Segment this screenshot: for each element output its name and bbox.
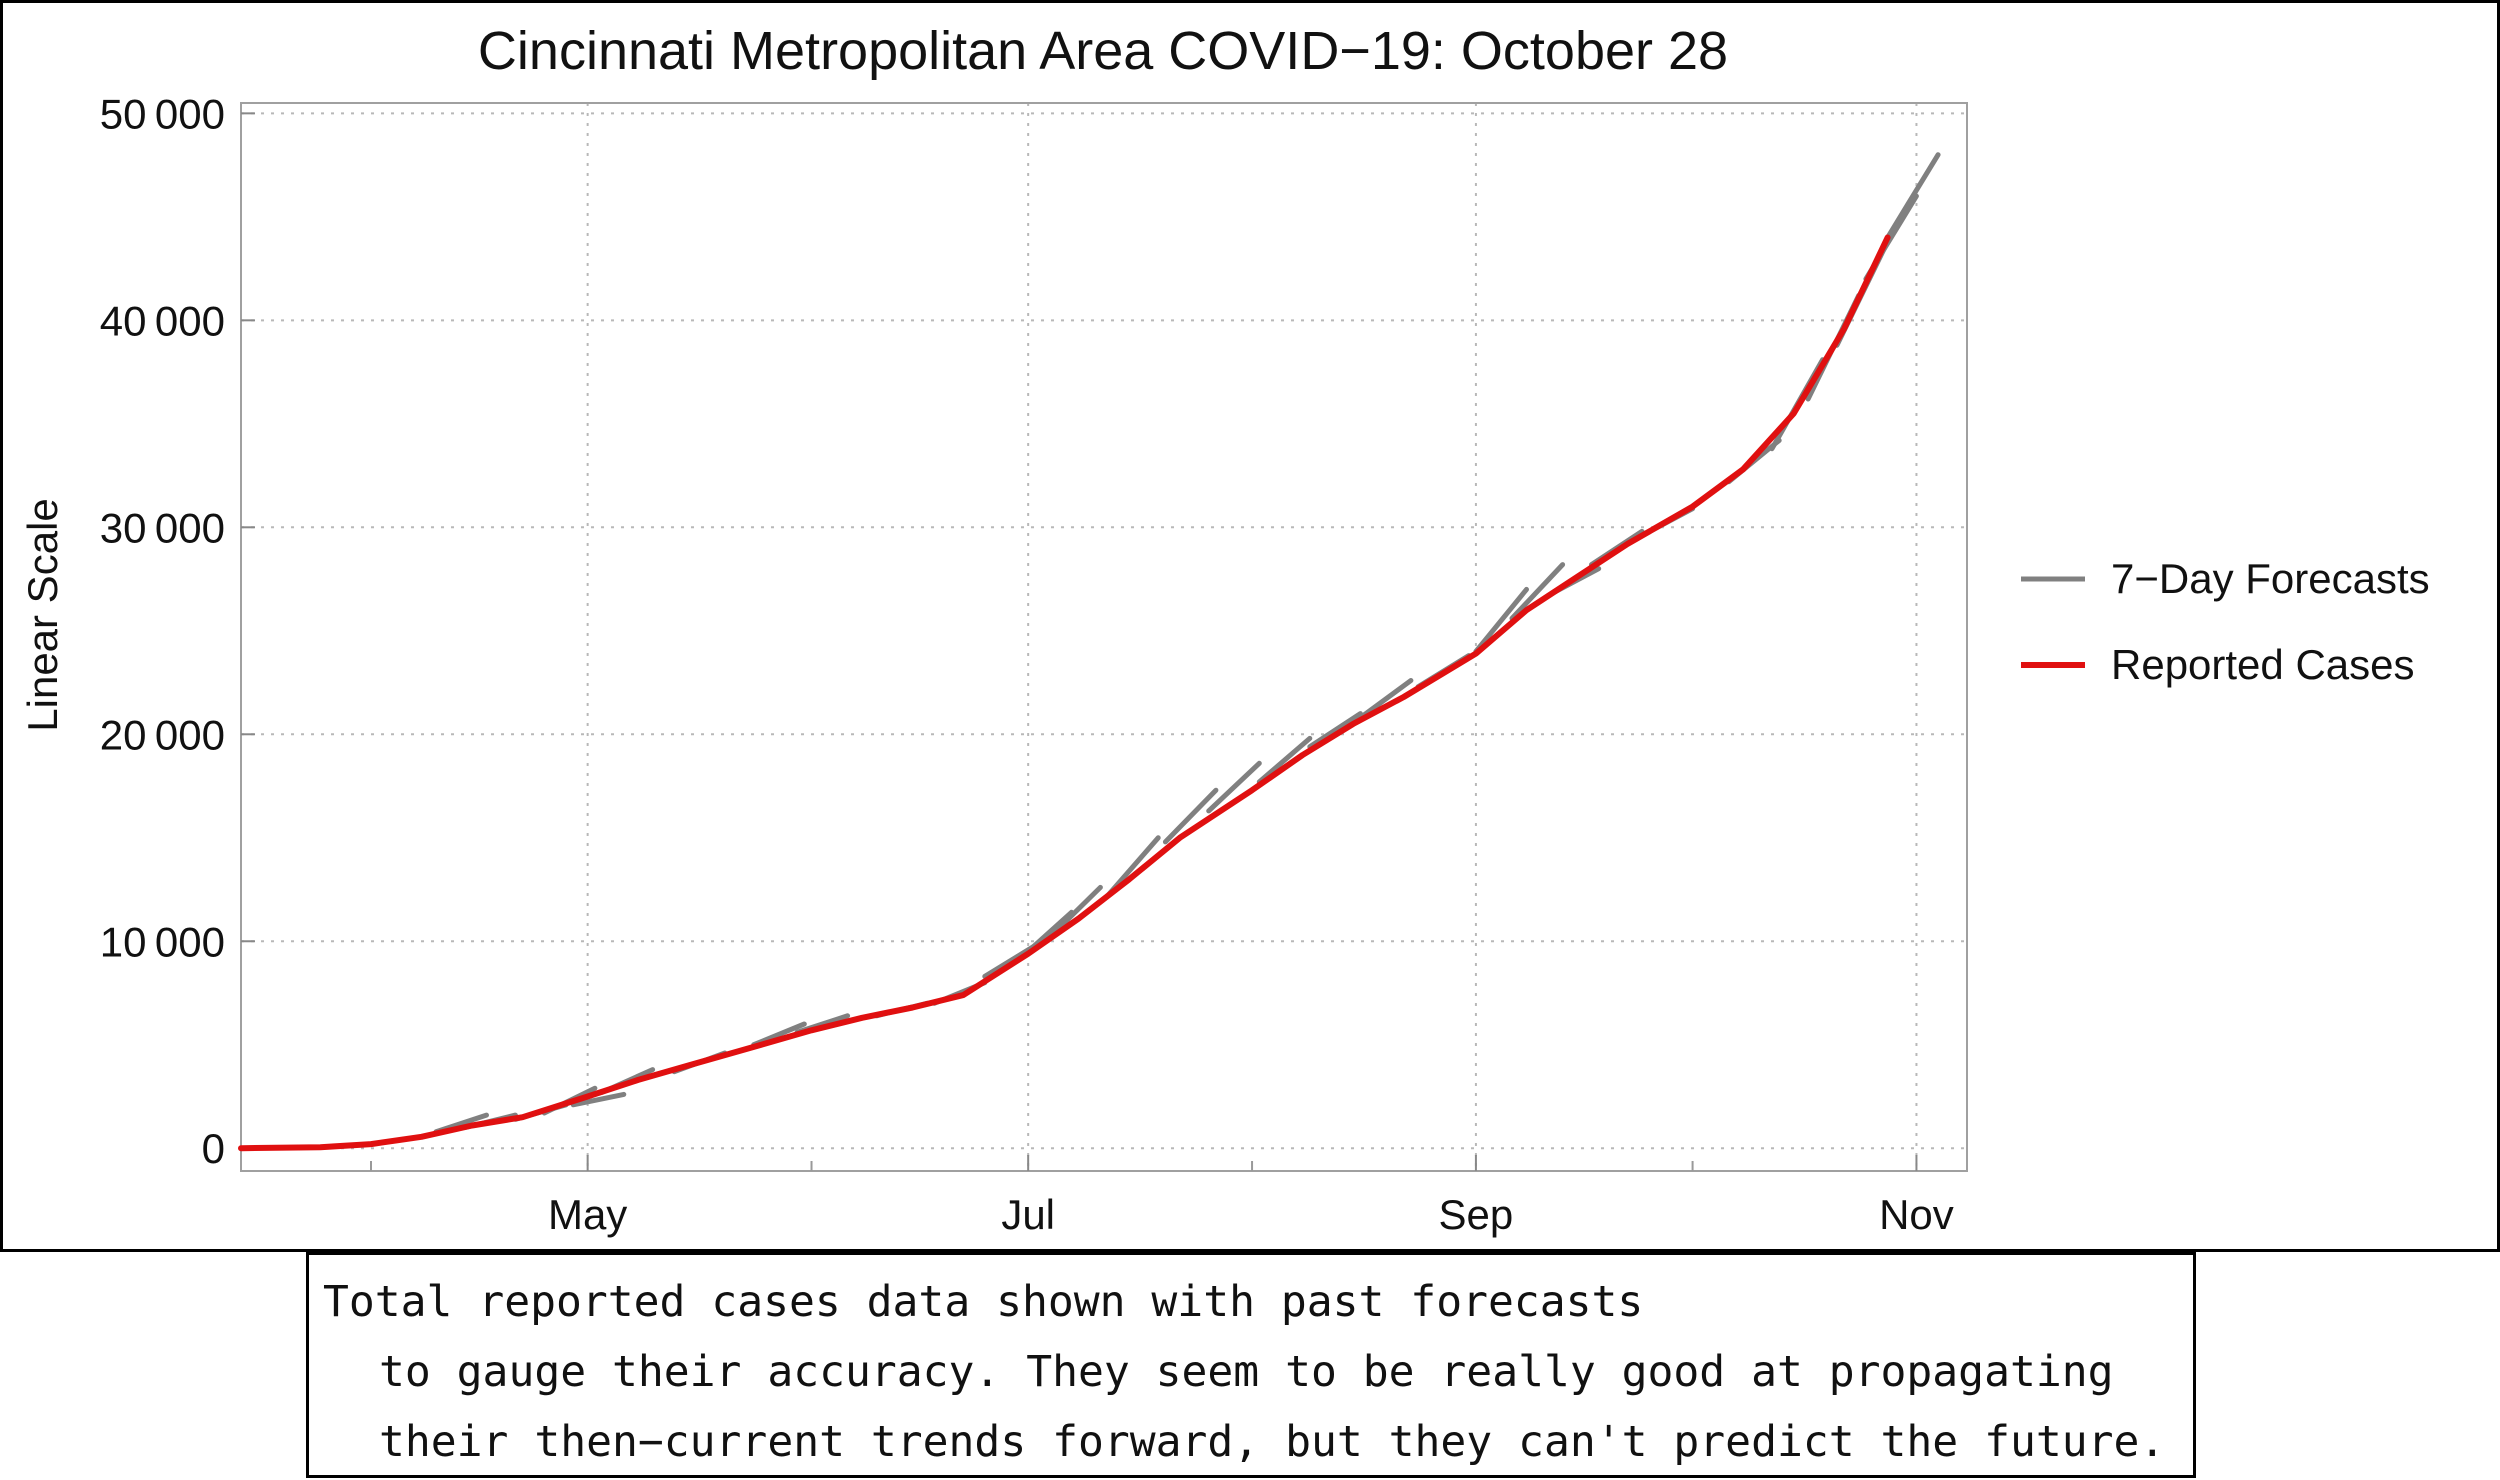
forecast-segment xyxy=(1885,152,1941,240)
legend: 7−Day Forecasts Reported Cases xyxy=(2021,555,2430,688)
forecast-segment xyxy=(1047,884,1103,940)
grid xyxy=(241,103,1967,1171)
forecast-segment xyxy=(1162,787,1219,845)
y-tick-label: 40 000 xyxy=(100,297,225,344)
reported-series xyxy=(238,234,1891,1152)
y-axis-label: Linear Scale xyxy=(19,498,66,731)
y-tick-label: 0 xyxy=(202,1125,225,1172)
x-tick-label: Nov xyxy=(1879,1191,1954,1238)
y-tick-label: 50 000 xyxy=(100,90,225,137)
chart: Cincinnati Metropolitan Area COVID−19: O… xyxy=(19,21,2430,1238)
forecast-segment xyxy=(1473,586,1529,654)
legend-label-forecasts: 7−Day Forecasts xyxy=(2111,555,2430,602)
axis-ticks: 0 10 000 20 000 30 000 40 000 50 000 May Jul Sep… xyxy=(100,90,1954,1238)
y-tick-label: 30 000 xyxy=(100,504,225,551)
y-tick-label: 20 000 xyxy=(100,711,225,758)
x-tick-label: Jul xyxy=(1001,1191,1055,1238)
chart-title: Cincinnati Metropolitan Area COVID−19: O… xyxy=(478,21,1728,81)
caption-box: Total reported cases data shown with pas… xyxy=(306,1252,2196,1478)
caption-line-2: to gauge their accuracy. They seem to be… xyxy=(379,1347,2114,1397)
forecast-segment xyxy=(1206,760,1262,814)
forecast-segment xyxy=(1357,678,1414,721)
reported-cases-line xyxy=(238,234,1891,1152)
forecast-segment xyxy=(1509,562,1566,621)
y-tick-label: 10 000 xyxy=(100,918,225,965)
forecast-series xyxy=(433,152,1941,1135)
legend-label-reported: Reported Cases xyxy=(2111,641,2415,688)
forecast-segment xyxy=(751,1021,807,1048)
caption-line-3: their then−current trends forward, but t… xyxy=(379,1417,2166,1467)
x-tick-label: Sep xyxy=(1439,1191,1514,1238)
chart-frame: Cincinnati Metropolitan Area COVID−19: O… xyxy=(0,0,2500,1252)
forecast-segment xyxy=(1307,711,1363,750)
forecast-segment xyxy=(1256,735,1313,785)
caption-line-1: Total reported cases data shown with pas… xyxy=(323,1277,1644,1327)
forecast-segment xyxy=(570,1091,627,1108)
plot-area xyxy=(240,102,1968,1172)
x-tick-label: May xyxy=(548,1191,627,1238)
